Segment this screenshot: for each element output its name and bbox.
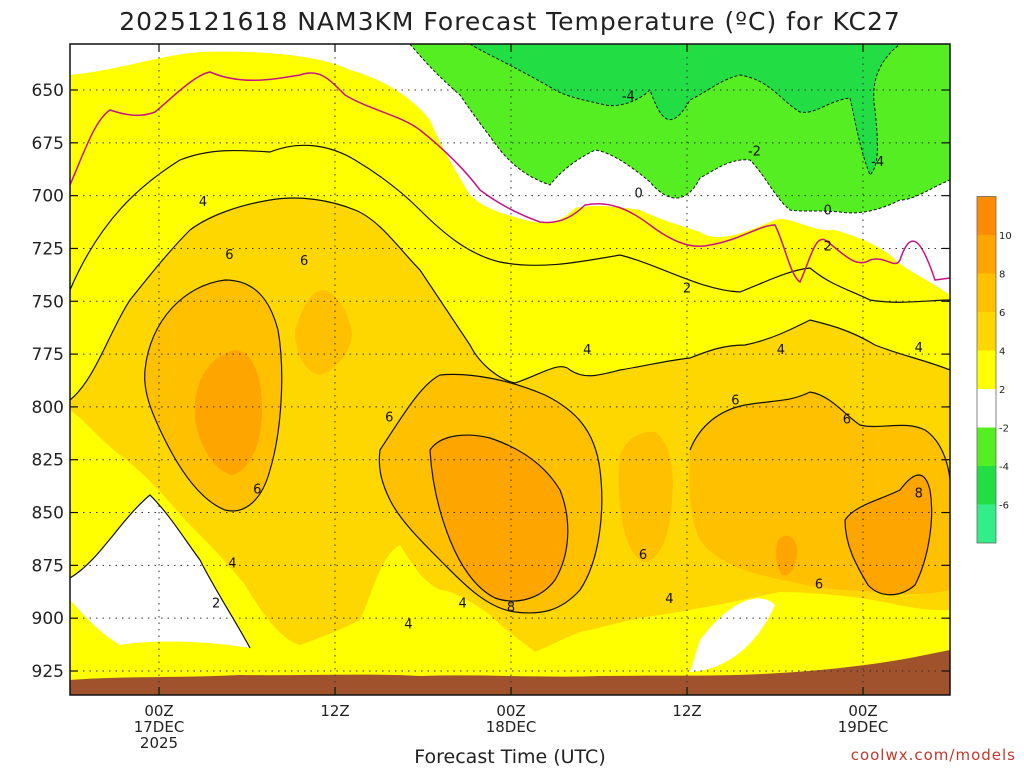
x-tick-label: 18DEC bbox=[486, 718, 537, 736]
contour-0 bbox=[70, 71, 950, 284]
contour-label: 6 bbox=[639, 548, 647, 563]
colorbar-label: -6 bbox=[999, 501, 1009, 512]
colorbar-segment bbox=[977, 273, 996, 312]
contour-label: -2 bbox=[748, 144, 761, 159]
y-tick-label: 900 bbox=[32, 609, 64, 629]
y-tick-label: 800 bbox=[32, 398, 64, 418]
band-white-bottom-right bbox=[690, 598, 775, 672]
contour-label: 6 bbox=[731, 394, 739, 409]
x-tick-label: 2025 bbox=[140, 734, 178, 752]
x-tick-label: 00Z bbox=[144, 702, 173, 720]
contour-label: 4 bbox=[583, 343, 591, 358]
colorbar: -6 -4 -2 2 4 6 8 10 bbox=[976, 196, 1012, 544]
contour-label: 4 bbox=[915, 341, 923, 356]
contour-label: -4 bbox=[622, 89, 635, 104]
y-tick-label: 675 bbox=[32, 134, 64, 154]
contour-6-right bbox=[689, 391, 950, 481]
band-orange-dark-left bbox=[195, 350, 262, 475]
colorbar-label: 2 bbox=[999, 385, 1005, 396]
colorbar-segment bbox=[977, 235, 996, 274]
y-tick-label: 850 bbox=[32, 504, 64, 524]
contour-2-upper bbox=[70, 144, 950, 303]
contour-minus-4 bbox=[469, 44, 901, 176]
colorbar-segment bbox=[977, 427, 996, 466]
contour-8-center bbox=[429, 434, 569, 602]
x-tick-label: 00Z bbox=[848, 702, 877, 720]
band-green-dark bbox=[470, 44, 900, 175]
contour-6-left bbox=[144, 279, 283, 512]
y-tick-label: 650 bbox=[32, 81, 64, 101]
y-tick-label: 775 bbox=[32, 345, 64, 365]
contour-label: 8 bbox=[507, 601, 515, 616]
contour-labels: -4 -2 -4 0 0 2 2 4 6 6 6 6 4 2 4 4 4 6 6 8 6 6 4 4 4 8 bbox=[199, 89, 923, 632]
terrain bbox=[70, 650, 950, 695]
colorbar-segment bbox=[977, 312, 996, 351]
band-orange-mid bbox=[618, 431, 673, 562]
colorbar-label: -4 bbox=[999, 462, 1009, 473]
contour-label: 6 bbox=[300, 254, 308, 269]
gridlines bbox=[70, 44, 950, 695]
contour-label: 6 bbox=[815, 577, 823, 592]
chart-title: 2025121618 NAM3KM Forecast Temperature (… bbox=[119, 7, 901, 36]
y-tick-label: 825 bbox=[32, 451, 64, 471]
colorbar-label: 6 bbox=[999, 308, 1005, 319]
plot-area bbox=[70, 44, 950, 695]
contour-minus-2 bbox=[409, 44, 950, 214]
contour-label: 4 bbox=[404, 618, 412, 633]
y-tick-label: 925 bbox=[32, 662, 64, 682]
x-tick-label: 00Z bbox=[496, 702, 525, 720]
y-tick-label: 725 bbox=[32, 239, 64, 259]
colorbar-label: 10 bbox=[999, 231, 1012, 242]
x-axis-label: Forecast Time (UTC) bbox=[414, 746, 605, 768]
colorbar-segment bbox=[977, 466, 996, 505]
contour-8-right bbox=[844, 474, 933, 596]
contour-label: 0 bbox=[634, 187, 642, 202]
x-tick-label: 12Z bbox=[320, 702, 349, 720]
colorbar-label: 8 bbox=[999, 270, 1005, 281]
band-orange-dark-center bbox=[430, 435, 568, 601]
contour-4-main bbox=[70, 197, 950, 401]
contour-label: 0 bbox=[824, 203, 832, 218]
contour-label: 6 bbox=[253, 482, 261, 497]
colorbar-segment bbox=[977, 196, 996, 235]
colorbar-segment bbox=[977, 389, 996, 428]
contour-6-center bbox=[378, 373, 603, 614]
y-tick-label: 750 bbox=[32, 292, 64, 312]
colorbar-segment bbox=[977, 504, 996, 543]
contour-label: 4 bbox=[777, 343, 785, 358]
y-tick-label: 700 bbox=[32, 187, 64, 207]
contour-label: 6 bbox=[843, 413, 851, 428]
colorbar-label: -2 bbox=[999, 424, 1009, 435]
contour-label: 4 bbox=[458, 596, 466, 611]
x-tick-label: 19DEC bbox=[838, 718, 889, 736]
colorbar-label: 4 bbox=[999, 347, 1005, 358]
contour-label: 4 bbox=[665, 592, 673, 607]
contour-label: 2 bbox=[212, 596, 220, 611]
contour-label: -4 bbox=[871, 155, 884, 170]
contour-label: 6 bbox=[225, 248, 233, 263]
contour-2-lower bbox=[70, 494, 251, 649]
contour-label: 2 bbox=[683, 282, 691, 297]
y-tick-label: 875 bbox=[32, 556, 64, 576]
band-orange-dark-right bbox=[845, 475, 932, 595]
colorbar-segment bbox=[977, 350, 996, 389]
contour-label: 2 bbox=[824, 239, 832, 254]
colorbar-frame bbox=[976, 196, 997, 544]
x-tick-label: 17DEC bbox=[134, 718, 185, 736]
contour-label: 4 bbox=[228, 556, 236, 571]
contour-label: 8 bbox=[915, 487, 923, 502]
contour-label: 4 bbox=[199, 195, 207, 210]
x-tick-label: 12Z bbox=[672, 702, 701, 720]
contour-label: 6 bbox=[385, 410, 393, 425]
credit-text: coolwx.com/models bbox=[851, 746, 1016, 764]
plot-frame bbox=[69, 43, 951, 696]
